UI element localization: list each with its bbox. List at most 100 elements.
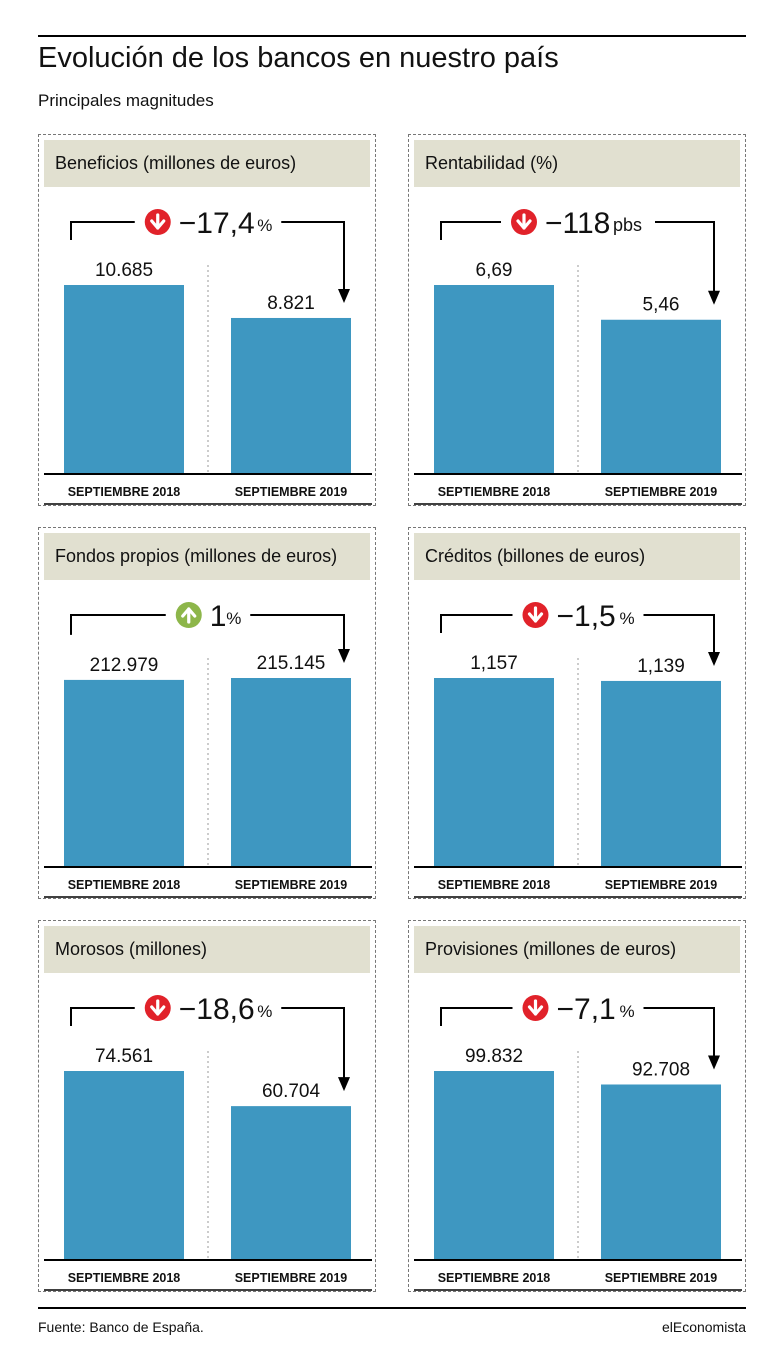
- bracket-right: [250, 614, 345, 651]
- change-value: −1,5: [557, 600, 616, 633]
- category-label: SEPTIEMBRE 2019: [605, 485, 718, 499]
- value-label: 8.821: [267, 293, 315, 314]
- panel-header: Fondos propios (millones de euros): [44, 533, 370, 580]
- category-label: SEPTIEMBRE 2019: [605, 878, 718, 892]
- change-value: −7,1: [557, 993, 616, 1026]
- value-label: 215.145: [257, 653, 326, 674]
- bracket-right: [643, 1007, 715, 1058]
- arrow-up-icon: [175, 602, 202, 628]
- page-title: Evolución de los bancos en nuestro país: [38, 42, 559, 74]
- bar: [434, 285, 554, 474]
- category-label: SEPTIEMBRE 2019: [235, 878, 348, 892]
- panel-header: Morosos (millones): [44, 926, 370, 973]
- arrow-down-icon: [522, 602, 549, 628]
- icon-arrow: [527, 999, 544, 1016]
- category-label: SEPTIEMBRE 2018: [68, 878, 181, 892]
- category-label: SEPTIEMBRE 2019: [235, 1271, 348, 1285]
- change-unit: %: [257, 1002, 272, 1021]
- arrowhead: [708, 290, 720, 305]
- value-label: 10.685: [95, 260, 153, 281]
- bracket-right: [281, 221, 345, 291]
- arrowhead: [708, 651, 720, 666]
- category-label: SEPTIEMBRE 2018: [438, 485, 551, 499]
- bracket-left: [70, 221, 135, 240]
- bar-chart-fondos-propios: 212.979 SEPTIEMBRE 2018 215.145 SEPTIEMBRE …: [44, 600, 372, 898]
- icon-arrow: [181, 607, 197, 624]
- bar: [64, 1071, 184, 1260]
- top-rule: [38, 35, 746, 37]
- panel-title: Provisiones (millones de euros): [425, 939, 677, 959]
- bar: [601, 1084, 721, 1260]
- category-label: SEPTIEMBRE 2018: [438, 1271, 551, 1285]
- category-label: SEPTIEMBRE 2019: [235, 485, 348, 499]
- bracket-left: [440, 614, 513, 633]
- bar-chart-provisiones: 99.832 SEPTIEMBRE 2018 92.708 SEPTIEMBRE 20…: [414, 993, 742, 1291]
- panel-title: Morosos (millones): [55, 939, 208, 959]
- change-value: −118: [545, 207, 610, 240]
- value-label: 1,157: [470, 653, 518, 674]
- chart-panel-beneficios: Beneficios (millones de euros) 10.685 SEP…: [38, 134, 376, 506]
- value-label: 99.832: [465, 1046, 523, 1067]
- bracket-left: [70, 614, 166, 635]
- change-unit: %: [620, 609, 635, 628]
- bar-chart-beneficios: 10.685 SEPTIEMBRE 2018 8.821 SEPTIEMBRE 201…: [44, 207, 372, 505]
- arrow-down-icon: [511, 209, 537, 235]
- bar: [231, 678, 351, 867]
- bottom-rule: [38, 1307, 746, 1309]
- bracket-right: [655, 221, 715, 293]
- panel-header: Provisiones (millones de euros): [414, 926, 740, 973]
- panel-header: Créditos (billones de euros): [414, 533, 740, 580]
- panel-title: Rentabilidad (%): [425, 153, 559, 173]
- arrowhead: [708, 1055, 720, 1070]
- panel-title: Beneficios (millones de euros): [55, 153, 297, 173]
- category-label: SEPTIEMBRE 2018: [438, 878, 551, 892]
- bar: [601, 680, 721, 867]
- change-value: −17,4: [179, 207, 255, 240]
- chart-panel-fondos-propios: Fondos propios (millones de euros) 212.9…: [38, 527, 376, 899]
- panel-header: Beneficios (millones de euros): [44, 140, 370, 187]
- chart-panel-rentabilidad: Rentabilidad (%) 6,69 SEPTIEMBRE 2018 5,46…: [408, 134, 746, 506]
- value-label: 6,69: [476, 260, 513, 281]
- icon-arrow: [150, 999, 166, 1016]
- value-label: 1,139: [637, 656, 685, 677]
- value-label: 5,46: [643, 295, 680, 316]
- icon-arrow: [150, 213, 166, 230]
- arrow-down-icon: [522, 995, 549, 1021]
- change-unit: %: [226, 609, 241, 628]
- chart-panel-morosos: Morosos (millones) 74.561 SEPTIEMBRE 2018…: [38, 920, 376, 1292]
- arrowhead: [338, 1077, 350, 1092]
- arrowhead: [338, 649, 350, 663]
- value-label: 74.561: [95, 1046, 153, 1067]
- page-subtitle: Principales magnitudes: [38, 91, 214, 110]
- change-unit: pbs: [613, 215, 642, 235]
- bar: [64, 285, 184, 474]
- bar-chart-creditos: 1,157 SEPTIEMBRE 2018 1,139 SEPTIEMBRE 2019…: [414, 600, 742, 898]
- value-label: 212.979: [90, 655, 159, 676]
- bar: [231, 1106, 351, 1260]
- arrow-down-icon: [144, 995, 171, 1021]
- bar-chart-morosos: 74.561 SEPTIEMBRE 2018 60.704 SEPTIEMBRE 20…: [44, 993, 372, 1291]
- bracket-right: [281, 1007, 345, 1080]
- change-unit: %: [620, 1002, 635, 1021]
- arrow-down-icon: [144, 209, 171, 235]
- chart-panel-provisiones: Provisiones (millones de euros) 99.832 SE…: [408, 920, 746, 1292]
- change-value: −18,6: [179, 993, 255, 1026]
- bracket-left: [70, 1007, 135, 1026]
- bracket-right: [643, 614, 715, 654]
- change-value: 1: [210, 600, 227, 633]
- bar: [434, 678, 554, 867]
- category-label: SEPTIEMBRE 2018: [68, 1271, 181, 1285]
- bar-chart-rentabilidad: 6,69 SEPTIEMBRE 2018 5,46 SEPTIEMBRE 2019 −1…: [414, 207, 742, 505]
- panel-title: Créditos (billones de euros): [425, 546, 646, 566]
- arrowhead: [338, 288, 350, 303]
- icon-arrow: [527, 606, 544, 623]
- panel-title: Fondos propios (millones de euros): [55, 546, 338, 566]
- source-note: Fuente: Banco de España.: [38, 1319, 204, 1335]
- panel-header: Rentabilidad (%): [414, 140, 740, 187]
- change-unit: %: [257, 216, 272, 235]
- value-label: 92.708: [632, 1059, 690, 1080]
- bar: [64, 679, 184, 867]
- bar: [231, 317, 351, 474]
- category-label: SEPTIEMBRE 2018: [68, 485, 181, 499]
- icon-arrow: [516, 213, 532, 230]
